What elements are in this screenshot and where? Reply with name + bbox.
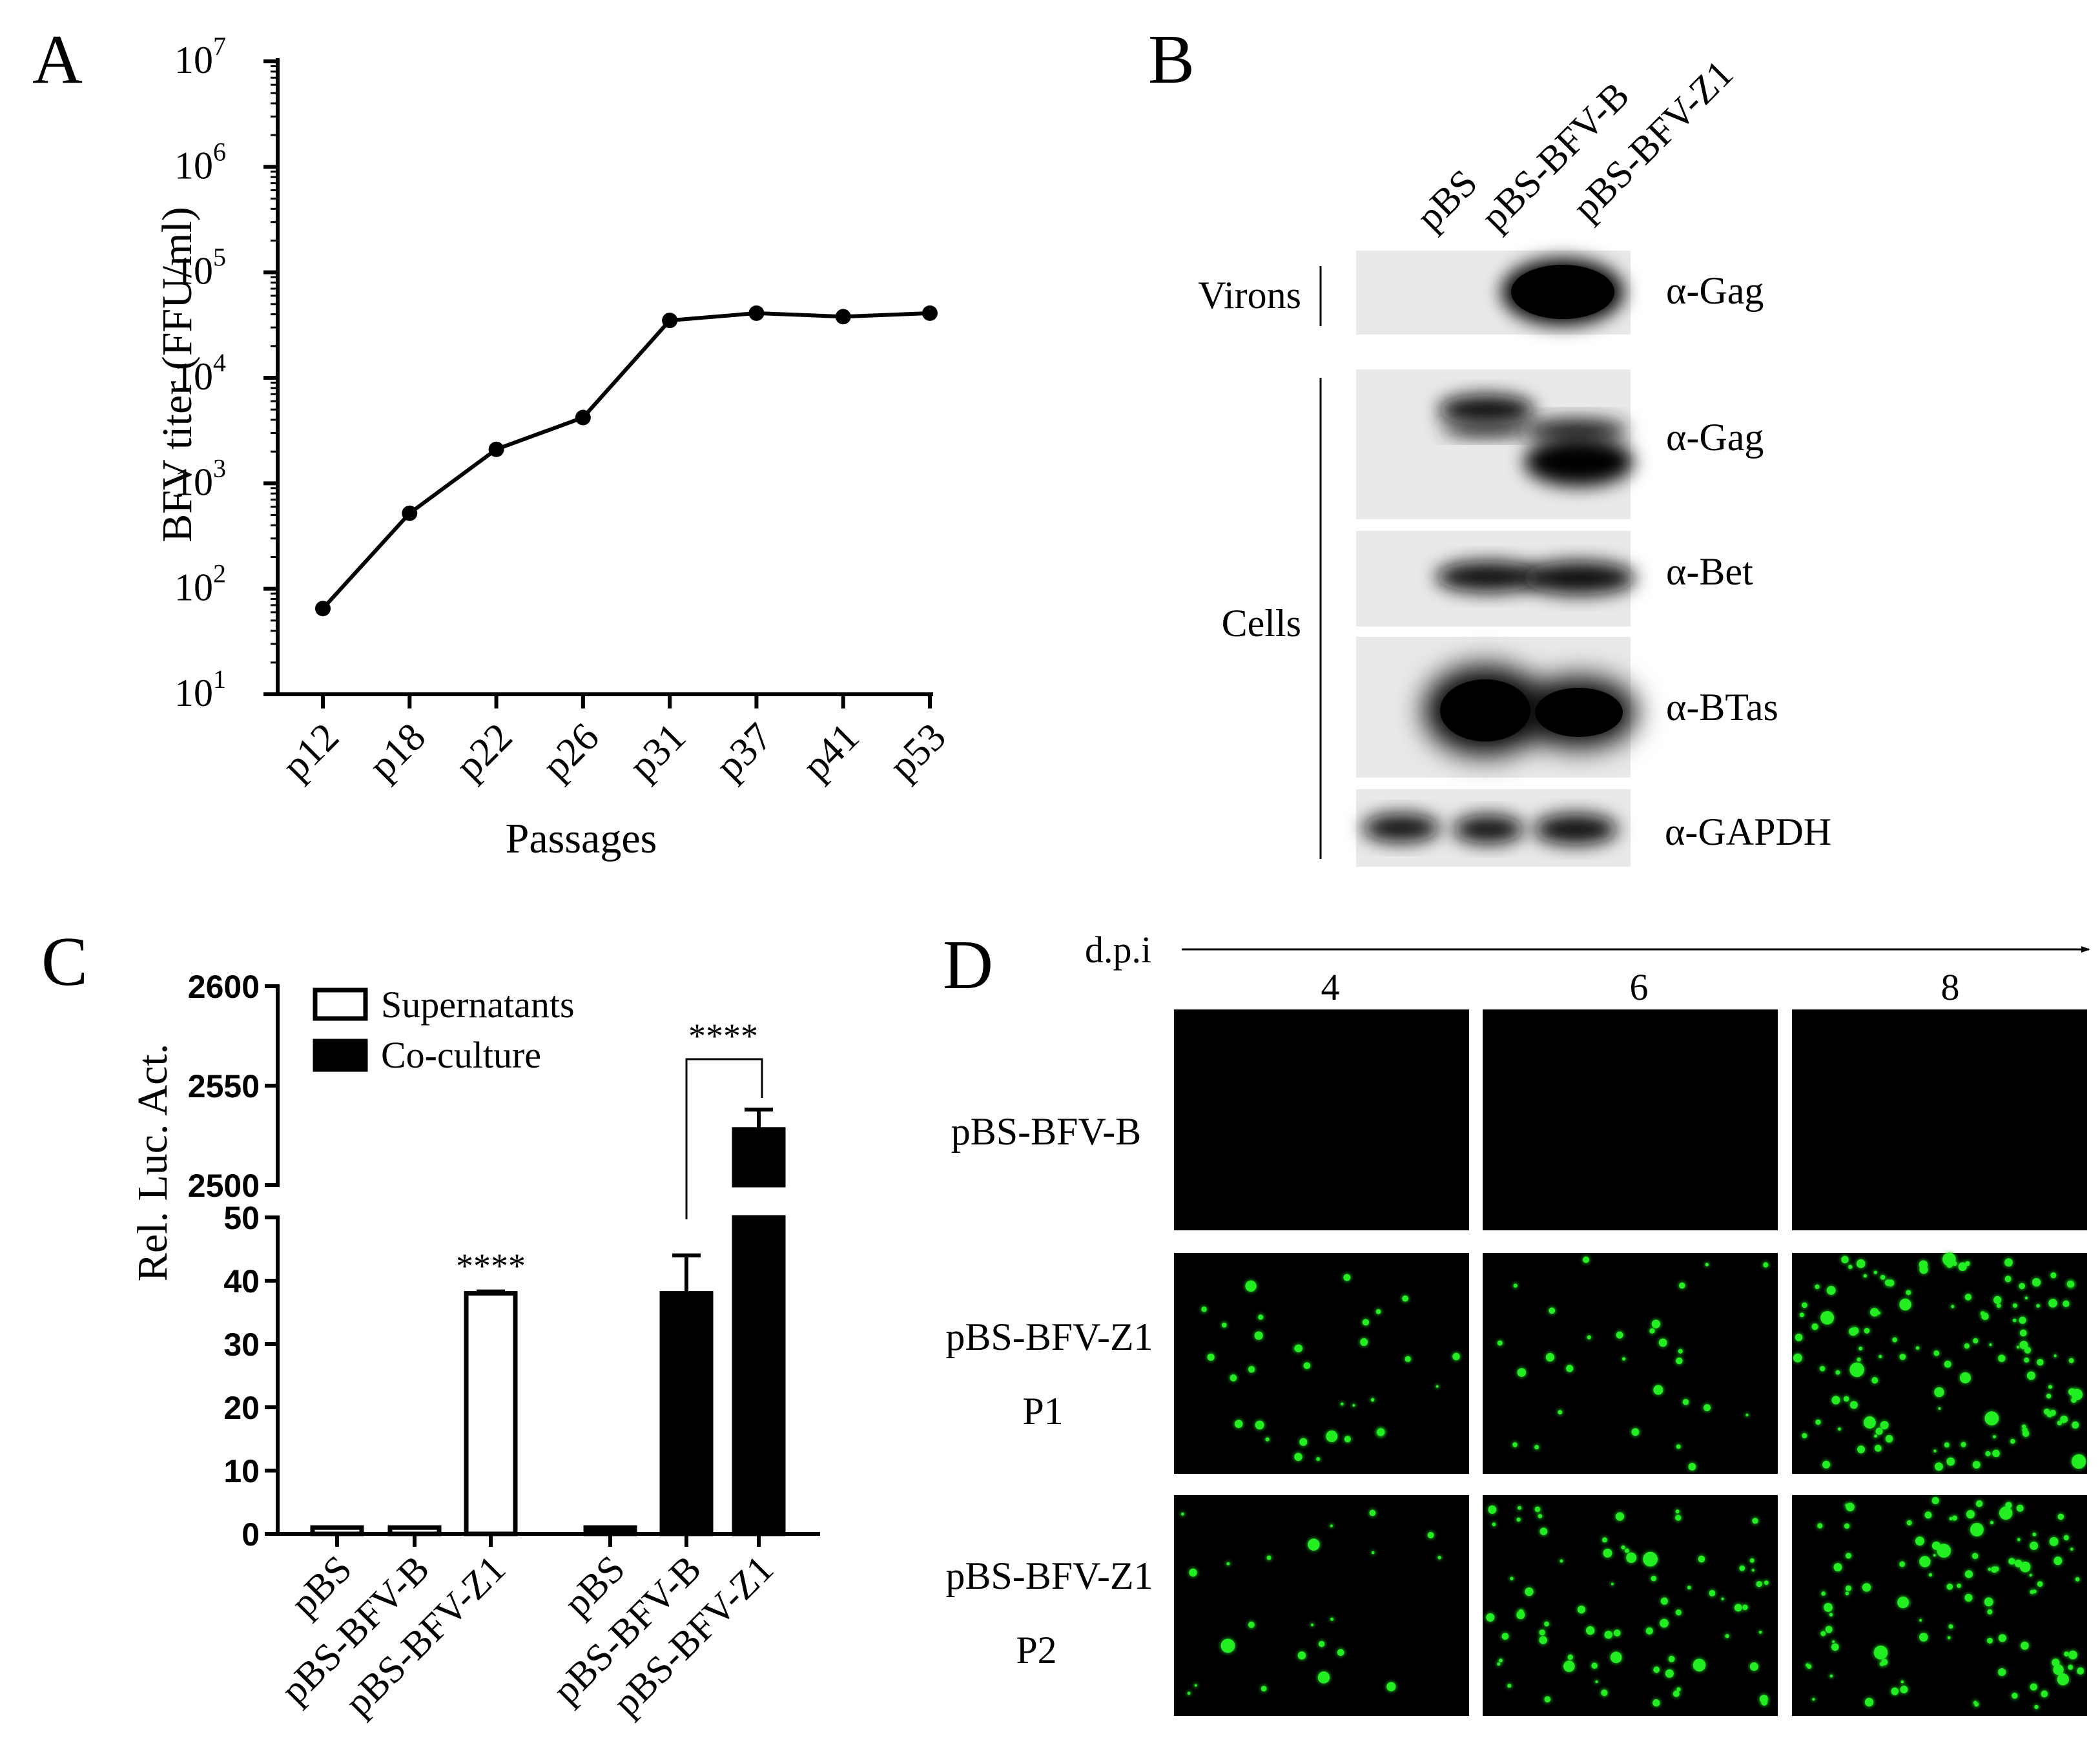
y-tick-label: 103 [174, 453, 226, 503]
microscopy-image [1792, 1009, 2087, 1230]
blot-antibody-label: α-BTas [1666, 686, 1778, 729]
data-point [835, 309, 851, 325]
microscopy-image [1791, 1251, 2088, 1474]
y-tick-label: 106 [174, 137, 226, 187]
blot-strip-cells-gag [1356, 369, 1634, 519]
y-tick-label: 104 [174, 348, 226, 398]
data-point [402, 505, 418, 521]
x-tick-label: p41 [794, 715, 868, 789]
blot-group-cells: Cells [1222, 602, 1301, 645]
x-tick-label: p22 [448, 715, 521, 789]
significance-bracket [685, 1058, 763, 1219]
microscopy-image [1174, 1009, 1469, 1230]
microscopy-image [1483, 1253, 1778, 1474]
panel-letter-d: D [943, 927, 993, 1004]
x-tick-label: p12 [274, 715, 347, 789]
significance-marker: **** [688, 1017, 758, 1055]
panel-b-western-blot: pBS pBS-BFV-B pBS-BFV-Z1 Virons Cells [1198, 52, 1831, 867]
microscopy-image [1174, 1253, 1469, 1474]
day-label-6: 6 [1630, 966, 1649, 1008]
y-tick-label: 40 [223, 1263, 260, 1299]
panel-a-y-ticks: 101 102 103 104 105 106 107 [174, 32, 278, 714]
y-tick-label: 20 [223, 1390, 260, 1426]
panel-a-x-axis-label: Passages [506, 815, 657, 862]
blot-strip-cells-btas [1356, 637, 1637, 778]
blot-group-virons: Virons [1198, 274, 1301, 316]
dpi-axis-label: d.p.i [1085, 929, 1151, 971]
bar [464, 1291, 518, 1536]
x-tick-label: p37 [707, 715, 781, 789]
y-tick-label: 30 [223, 1327, 260, 1363]
y-tick-label: 107 [174, 32, 226, 81]
micro-row-label-sub: P1 [1022, 1390, 1063, 1432]
y-tick-label: 0 [242, 1516, 260, 1553]
panel-letter-b: B [1148, 21, 1195, 98]
data-point [575, 409, 591, 426]
x-tick-label: p53 [881, 715, 954, 789]
panel-letter-c: C [41, 924, 88, 1000]
legend-swatch-supernatants [313, 987, 368, 1021]
data-point [488, 441, 504, 457]
y-tick-label: 50 [223, 1200, 260, 1236]
micro-row-label: pBS-BFV-B [951, 1110, 1142, 1153]
panel-a-series [315, 305, 938, 617]
y-tick-label: 102 [174, 559, 226, 609]
blot-strip-cells-gapdh [1356, 789, 1631, 867]
microscopy-image [1792, 1495, 2087, 1716]
x-tick-label: p31 [621, 715, 694, 789]
microscopy-image [1174, 1495, 1469, 1716]
y-tick-label: 101 [174, 665, 226, 714]
legend-label-co-culture: Co-culture [381, 1034, 541, 1076]
bar [732, 1215, 786, 1536]
blot-strip-virons-gag [1356, 251, 1631, 335]
data-point [662, 313, 678, 329]
data-point [922, 305, 938, 321]
data-point [748, 305, 765, 321]
y-tick-label: 105 [174, 243, 226, 293]
micro-row-label-sub: P2 [1016, 1629, 1056, 1671]
legend-swatch-co-culture [313, 1039, 368, 1072]
data-point [315, 601, 331, 617]
micro-row-label: pBS-BFV-Z1 [945, 1555, 1153, 1597]
bar [310, 1525, 364, 1536]
micro-row-label: pBS-BFV-Z1 [945, 1316, 1153, 1358]
x-tick-label: p26 [534, 715, 608, 789]
day-label-8: 8 [1941, 966, 1960, 1008]
bar [387, 1525, 442, 1536]
series-line [321, 311, 931, 610]
blot-antibody-label: α-GAPDH [1665, 811, 1831, 853]
x-tick-label: p18 [360, 715, 434, 789]
blot-antibody-label: α-Gag [1666, 416, 1764, 459]
y-tick-label: 2600 [188, 969, 260, 1005]
panel-a-axes [276, 58, 933, 696]
panel-d-microscopy: d.p.i 4 6 8 pBS-BFV-B pBS-BFV-Z1 P1 pBS-… [945, 929, 2090, 1716]
blot-strip-cells-bet [1356, 531, 1636, 626]
bar [659, 1291, 714, 1536]
panel-a-line-chart: 101 102 103 104 105 106 107 p12 p18 p22 p26 p31 p37… [154, 32, 954, 862]
microscopy-image [1483, 1009, 1778, 1230]
panel-a-y-axis-label: BFV titer (FFU/ml) [154, 207, 201, 543]
bar-upper-segment [732, 1127, 786, 1188]
blot-antibody-label: α-Bet [1666, 550, 1753, 593]
bar [583, 1525, 637, 1536]
blot-antibody-label: α-Gag [1666, 269, 1764, 312]
blot-lane-label: pBS [1408, 161, 1486, 238]
day-label-4: 4 [1321, 966, 1340, 1008]
microscopy-image [1483, 1495, 1778, 1716]
panel-a-x-ticks: p12 p18 p22 p26 p31 p37 p41 p53 [274, 694, 954, 789]
panel-letter-a: A [32, 21, 83, 98]
microscopy-image-grid [1174, 1009, 2088, 1716]
y-tick-label: 10 [223, 1453, 260, 1489]
legend-label-supernatants: Supernatants [381, 984, 575, 1026]
y-tick-label: 2500 [188, 1168, 260, 1204]
y-tick-label: 2550 [188, 1068, 260, 1104]
panel-c-bars [310, 1107, 786, 1536]
panel-c-legend: Supernatants Co-culture [313, 984, 575, 1076]
significance-marker: **** [456, 1246, 526, 1285]
panel-c-y-axis-label: Rel. Luc. Act. [129, 1044, 176, 1281]
